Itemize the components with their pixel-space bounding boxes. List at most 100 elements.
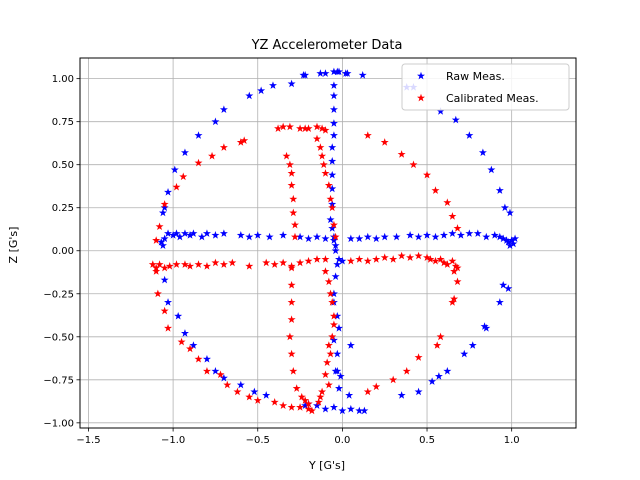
data-point: [465, 229, 474, 237]
data-point: [346, 234, 355, 243]
data-point: [329, 236, 338, 244]
data-point: [318, 151, 327, 160]
data-point: [282, 151, 291, 160]
data-point: [450, 267, 459, 275]
data-point: [194, 260, 203, 268]
data-point: [289, 367, 298, 375]
data-point: [329, 105, 338, 114]
data-point: [406, 231, 415, 239]
data-point: [262, 391, 271, 399]
data-point: [152, 267, 161, 275]
data-point: [478, 148, 487, 157]
data-point: [179, 172, 188, 181]
data-point: [460, 349, 469, 358]
data-point: [287, 349, 296, 358]
data-point: [431, 186, 440, 194]
data-point: [270, 260, 279, 268]
data-point: [389, 255, 398, 263]
data-point: [268, 81, 277, 89]
data-point: [180, 260, 189, 268]
data-point: [333, 311, 342, 320]
data-point: [180, 329, 189, 337]
data-point: [355, 255, 364, 263]
data-point: [296, 232, 305, 241]
data-point: [329, 131, 338, 139]
y-tick-label: −0.75: [43, 375, 74, 386]
data-point: [509, 239, 518, 248]
data-point: [285, 332, 294, 341]
legend-marker: [417, 93, 425, 102]
data-point: [372, 234, 381, 243]
data-point: [287, 79, 296, 88]
data-point: [287, 315, 296, 323]
data-point: [233, 387, 242, 396]
data-point: [318, 387, 327, 396]
data-point: [502, 236, 511, 244]
data-point: [414, 387, 423, 396]
data-point: [245, 91, 254, 100]
data-point: [495, 186, 504, 194]
data-point: [456, 231, 465, 239]
data-point: [363, 256, 372, 265]
data-point: [164, 298, 173, 306]
data-point: [495, 298, 504, 306]
data-point: [346, 341, 355, 349]
data-point: [160, 203, 169, 212]
data-point: [335, 255, 343, 263]
data-point: [363, 387, 372, 396]
data-point: [304, 124, 313, 132]
legend-label: Raw Meas.: [446, 70, 505, 83]
data-point: [186, 344, 195, 353]
data-points: [148, 67, 520, 415]
y-tick-label: 0.25: [52, 203, 74, 214]
data-point: [329, 311, 338, 320]
data-point: [180, 229, 189, 237]
data-point: [329, 403, 338, 411]
data-point: [328, 170, 337, 179]
data-point: [439, 231, 448, 239]
data-point: [219, 260, 228, 268]
data-point: [326, 349, 335, 358]
data-point: [507, 236, 516, 244]
data-point: [245, 262, 254, 270]
data-point: [406, 253, 415, 262]
data-point: [329, 91, 338, 100]
x-tick-label: 0.5: [419, 435, 435, 446]
data-point: [433, 341, 442, 349]
data-point: [164, 229, 173, 237]
data-point: [245, 392, 254, 401]
data-point: [448, 229, 457, 237]
data-point: [338, 406, 347, 415]
data-point: [504, 237, 513, 246]
data-point: [451, 262, 460, 270]
data-point: [451, 115, 460, 124]
data-point: [194, 354, 203, 363]
data-point: [301, 401, 310, 410]
data-point: [270, 397, 279, 406]
data-point: [324, 181, 333, 189]
data-point: [158, 208, 167, 217]
data-point: [211, 367, 220, 375]
data-point: [211, 258, 220, 267]
data-point: [358, 71, 367, 79]
data-point: [160, 263, 169, 272]
data-point: [170, 165, 179, 174]
data-point: [426, 255, 435, 263]
data-point: [301, 124, 310, 132]
data-point: [360, 406, 369, 415]
data-point: [331, 232, 340, 241]
data-point: [265, 232, 274, 241]
data-point: [487, 165, 496, 174]
x-tick-label: 1.0: [504, 435, 520, 446]
data-point: [164, 188, 173, 196]
data-point: [257, 86, 266, 95]
data-point: [436, 107, 445, 115]
data-point: [236, 380, 245, 389]
data-point: [314, 397, 323, 406]
data-point: [453, 224, 462, 232]
data-point: [274, 124, 283, 132]
data-point: [431, 256, 440, 265]
data-point: [372, 255, 381, 263]
data-point: [313, 255, 321, 263]
